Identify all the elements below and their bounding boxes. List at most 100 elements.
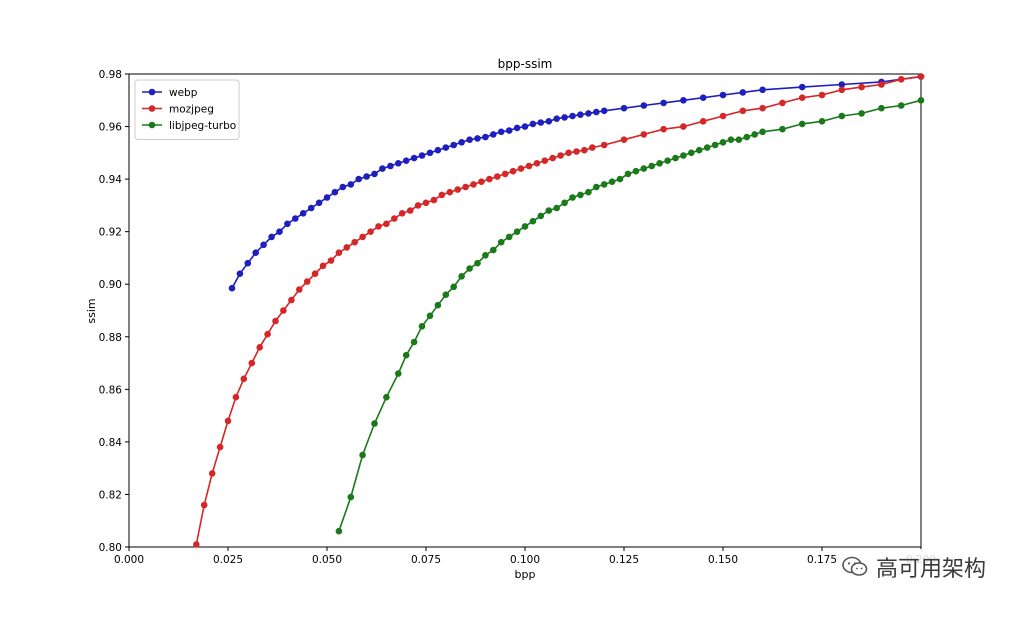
data-point-mozjpeg <box>759 104 766 112</box>
data-point-libjpeg-turbo <box>466 265 473 272</box>
data-point-webp <box>276 228 283 235</box>
x-tick-label: 0.050 <box>312 554 342 566</box>
data-point-libjpeg-turbo <box>335 527 343 535</box>
data-point-libjpeg-turbo <box>561 199 568 207</box>
data-point-webp <box>284 220 291 228</box>
data-point-mozjpeg <box>216 443 224 451</box>
data-point-webp <box>244 259 252 267</box>
series-mozjpeg <box>193 73 925 548</box>
data-point-webp <box>490 131 497 138</box>
data-point-mozjpeg <box>343 244 351 251</box>
data-point-webp <box>395 160 402 167</box>
data-point-mozjpeg <box>272 317 279 325</box>
data-point-mozjpeg <box>438 191 446 199</box>
data-point-libjpeg-turbo <box>569 194 576 201</box>
data-point-libjpeg-turbo <box>577 191 584 199</box>
data-point-libjpeg-turbo <box>395 370 402 377</box>
series-webp <box>228 73 925 292</box>
data-point-libjpeg-turbo <box>632 167 640 175</box>
data-point-webp <box>537 119 545 126</box>
data-point-mozjpeg <box>430 196 438 204</box>
data-point-webp <box>339 183 347 191</box>
data-point-libjpeg-turbo <box>545 207 553 214</box>
data-point-webp <box>442 144 450 151</box>
legend-item-mozjpeg: mozjpeg <box>142 104 214 116</box>
data-point-webp <box>418 152 426 159</box>
data-point-libjpeg-turbo <box>917 97 925 104</box>
y-tick-label: 0.90 <box>99 279 122 291</box>
x-tick-label: 0.150 <box>708 554 738 566</box>
data-point-webp <box>798 83 806 91</box>
data-point-webp <box>521 123 529 130</box>
data-point-libjpeg-turbo <box>640 165 648 172</box>
data-point-libjpeg-turbo <box>878 104 885 112</box>
data-point-webp <box>402 157 410 164</box>
data-point-libjpeg-turbo <box>458 273 465 280</box>
data-point-webp <box>561 114 568 121</box>
data-point-mozjpeg <box>541 157 549 164</box>
data-point-webp <box>505 127 513 134</box>
data-point-libjpeg-turbo <box>695 146 703 154</box>
data-point-libjpeg-turbo <box>858 110 865 117</box>
data-point-mozjpeg <box>422 199 430 207</box>
data-point-mozjpeg <box>660 125 667 133</box>
data-point-mozjpeg <box>525 162 533 170</box>
data-point-mozjpeg <box>303 278 311 285</box>
data-point-mozjpeg <box>517 165 525 172</box>
data-point-mozjpeg <box>351 238 359 246</box>
x-tick-label: 0.125 <box>609 554 639 566</box>
data-point-mozjpeg <box>509 167 517 175</box>
data-point-libjpeg-turbo <box>600 181 608 188</box>
data-point-libjpeg-turbo <box>672 154 679 162</box>
data-point-mozjpeg <box>565 149 572 157</box>
data-point-mozjpeg <box>600 141 608 149</box>
data-point-webp <box>529 120 537 128</box>
data-point-mozjpeg <box>414 202 422 209</box>
data-point-libjpeg-turbo <box>751 131 758 138</box>
data-point-libjpeg-turbo <box>371 420 378 427</box>
data-point-webp <box>426 149 434 157</box>
data-point-mozjpeg <box>581 146 588 154</box>
data-point-mozjpeg <box>232 393 240 401</box>
data-point-mozjpeg <box>858 83 865 91</box>
data-point-mozjpeg <box>878 81 885 88</box>
x-tick-label: 0.000 <box>114 554 144 566</box>
data-point-webp <box>545 118 553 125</box>
data-point-mozjpeg <box>288 296 295 304</box>
data-point-webp <box>660 99 667 107</box>
data-point-mozjpeg <box>494 173 501 180</box>
data-point-webp <box>482 133 489 141</box>
data-point-mozjpeg <box>486 175 493 183</box>
data-point-webp <box>236 270 244 278</box>
data-point-libjpeg-turbo <box>608 178 616 185</box>
series-libjpeg-turbo <box>335 97 925 535</box>
data-point-webp <box>268 233 275 241</box>
data-point-webp <box>252 249 259 256</box>
y-axis-label: ssim <box>85 298 98 323</box>
data-point-mozjpeg <box>589 144 596 151</box>
data-point-webp <box>315 199 323 207</box>
y-tick-label: 0.84 <box>99 437 123 449</box>
data-point-webp <box>410 154 418 162</box>
data-point-mozjpeg <box>335 249 343 256</box>
data-point-libjpeg-turbo <box>727 136 735 143</box>
data-point-libjpeg-turbo <box>656 160 663 167</box>
data-point-libjpeg-turbo <box>505 233 513 241</box>
data-point-libjpeg-turbo <box>759 128 766 136</box>
data-point-mozjpeg <box>462 183 469 191</box>
data-point-mozjpeg <box>224 417 232 425</box>
y-tick-label: 0.86 <box>99 384 123 396</box>
data-point-webp <box>640 102 648 109</box>
y-tick-label: 0.88 <box>99 332 122 344</box>
data-point-mozjpeg <box>327 257 335 264</box>
legend-item-libjpeg-turbo: libjpeg-turbo <box>142 120 236 132</box>
legend-label: libjpeg-turbo <box>169 120 236 132</box>
data-point-webp <box>228 284 236 292</box>
data-point-libjpeg-turbo <box>553 204 560 212</box>
data-point-mozjpeg <box>359 233 366 241</box>
data-point-webp <box>299 210 307 217</box>
legend-marker <box>148 105 156 112</box>
data-point-mozjpeg <box>549 154 556 162</box>
axes-layer: 0.000 0.025 0.050 0.075 0.100 0.125 0.150 0.175… <box>99 69 936 566</box>
